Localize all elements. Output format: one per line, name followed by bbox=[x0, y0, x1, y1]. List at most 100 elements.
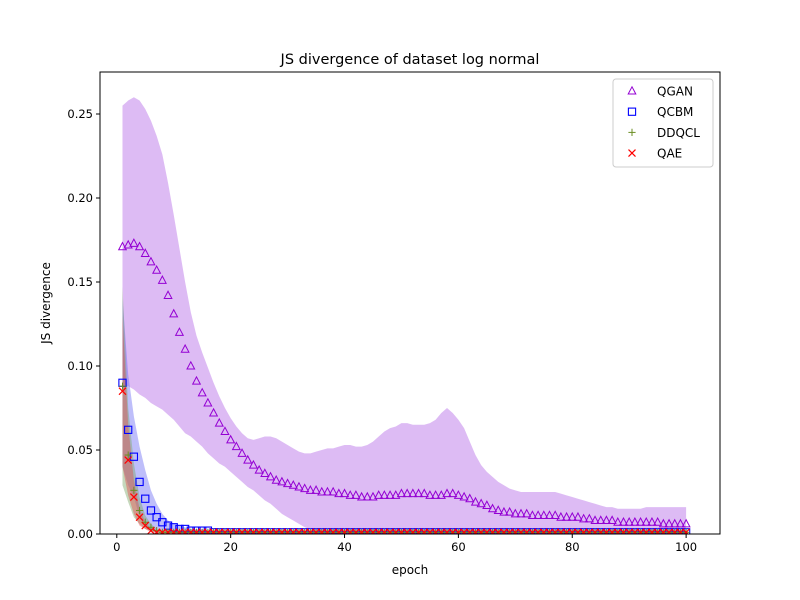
qae-point bbox=[374, 528, 383, 534]
qgan-point bbox=[305, 485, 315, 494]
qgan-point bbox=[658, 518, 668, 528]
qae-point bbox=[670, 528, 679, 534]
legend-marker-qgan bbox=[627, 85, 637, 95]
qgan-point bbox=[322, 486, 333, 496]
qae-point bbox=[642, 528, 651, 534]
ddqcl-point bbox=[141, 518, 149, 526]
qae-point bbox=[266, 528, 275, 534]
qae-point bbox=[283, 528, 292, 534]
qae-point bbox=[397, 528, 406, 534]
qae-point bbox=[403, 528, 412, 534]
chart-title: JS divergence of dataset log normal bbox=[280, 52, 540, 68]
qgan-point bbox=[556, 511, 566, 521]
qgan-point bbox=[271, 474, 281, 484]
qgan-point bbox=[493, 505, 503, 514]
y-tick-label: 0.05 bbox=[67, 443, 93, 457]
qgan-point bbox=[675, 518, 686, 528]
y-tick-label: 0.20 bbox=[67, 191, 93, 205]
qae-point bbox=[602, 528, 611, 534]
plot-frame bbox=[99, 71, 721, 535]
qae-point bbox=[488, 528, 497, 534]
x-tick: 80 bbox=[565, 534, 580, 554]
qae-point bbox=[545, 528, 554, 534]
qae-point bbox=[249, 528, 258, 534]
qae-point bbox=[203, 528, 212, 534]
qgan-point bbox=[618, 516, 629, 526]
qgan-point bbox=[425, 490, 435, 499]
qae-point bbox=[215, 528, 224, 534]
qae-point bbox=[243, 528, 252, 534]
legend-marker-ddqcl bbox=[628, 128, 636, 136]
qgan-point bbox=[664, 518, 674, 528]
qae-point bbox=[420, 528, 429, 534]
qae-point bbox=[386, 528, 394, 534]
ddqcl-point bbox=[118, 382, 127, 390]
ddqcl-point bbox=[147, 523, 155, 531]
qae-point bbox=[619, 528, 628, 534]
qae-point bbox=[221, 528, 229, 534]
qgan-point bbox=[254, 464, 264, 474]
qgan-point bbox=[374, 490, 384, 499]
qgan-point bbox=[186, 360, 196, 370]
qcbm-point bbox=[141, 494, 150, 503]
qgan-point bbox=[550, 510, 560, 520]
qae-point bbox=[277, 528, 286, 534]
qae-point bbox=[312, 528, 320, 534]
data-markers bbox=[117, 238, 691, 534]
qgan-point bbox=[499, 506, 509, 516]
qae-point bbox=[300, 528, 309, 534]
qae-point bbox=[556, 528, 565, 534]
qae-point bbox=[129, 493, 138, 501]
qae-point bbox=[357, 528, 366, 534]
y-axis-label: JS divergence bbox=[39, 262, 53, 345]
qgan-point bbox=[231, 441, 241, 451]
legend: QGAN QCBM DDQCL QAE bbox=[612, 78, 714, 168]
qgan-point bbox=[226, 434, 236, 444]
qae-point bbox=[124, 456, 133, 465]
qgan-point bbox=[533, 510, 543, 520]
qae-point bbox=[517, 528, 525, 534]
qgan-point bbox=[391, 490, 401, 499]
qcbm-point bbox=[129, 452, 139, 461]
qae-point bbox=[323, 528, 332, 534]
qae-point bbox=[295, 528, 303, 534]
qae-point bbox=[152, 528, 161, 534]
qae-point bbox=[408, 528, 417, 534]
qgan-point bbox=[311, 485, 321, 494]
qcbm-point bbox=[124, 425, 133, 434]
band-qgan bbox=[122, 97, 687, 533]
qgan-point bbox=[243, 454, 253, 464]
qgan-point bbox=[510, 508, 520, 518]
qgan-point bbox=[567, 511, 577, 521]
qae-point bbox=[665, 528, 673, 534]
qae-point bbox=[500, 528, 508, 534]
qgan-point bbox=[163, 290, 173, 299]
y-tick: 0.20 bbox=[67, 191, 100, 205]
qae-point bbox=[329, 528, 338, 534]
qgan-point bbox=[448, 488, 458, 498]
qae-point bbox=[209, 528, 218, 534]
qgan-point bbox=[584, 513, 594, 523]
qgan-point bbox=[596, 515, 606, 525]
qae-point bbox=[238, 528, 246, 534]
qgan-point bbox=[579, 513, 589, 523]
qae-point bbox=[551, 528, 560, 534]
legend-label: DDQCL bbox=[657, 126, 700, 140]
y-tick: 0.05 bbox=[67, 443, 100, 457]
qgan-point bbox=[220, 426, 230, 436]
x-tick-label: 0 bbox=[113, 540, 120, 554]
qae-point bbox=[522, 528, 531, 534]
qae-point bbox=[272, 528, 281, 534]
qae-point bbox=[682, 528, 691, 534]
qae-point bbox=[482, 528, 491, 534]
legend-entry-qcbm: QCBM bbox=[627, 105, 693, 119]
qae-point bbox=[426, 528, 434, 534]
x-tick-label: 20 bbox=[223, 540, 238, 554]
legend-label: QCBM bbox=[657, 105, 693, 119]
qgan-point bbox=[601, 515, 612, 525]
qae-point bbox=[613, 528, 622, 534]
ddqcl-point bbox=[124, 451, 132, 459]
qgan-point bbox=[624, 516, 634, 526]
qae-point bbox=[175, 528, 184, 534]
qgan-point bbox=[459, 491, 469, 501]
